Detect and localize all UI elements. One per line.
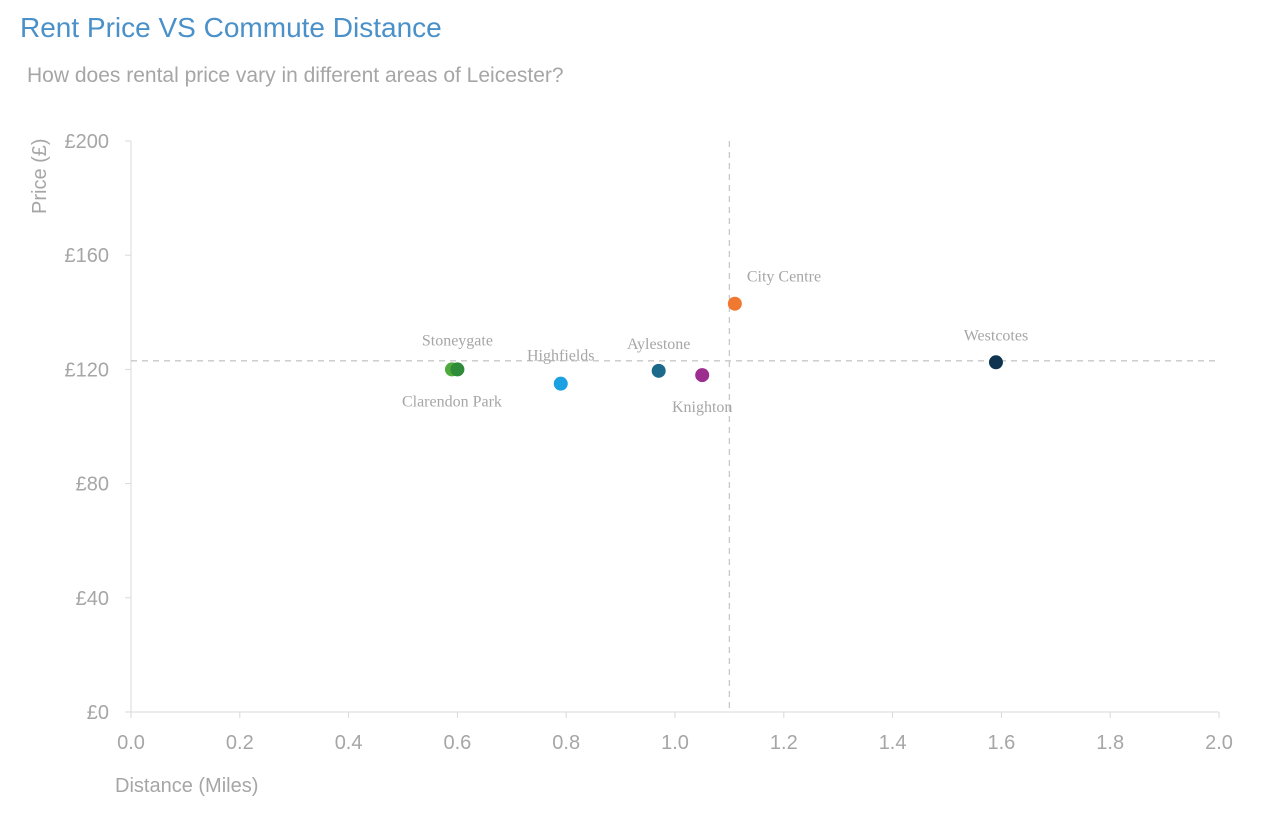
y-tick-label: £200 bbox=[65, 131, 110, 153]
data-point bbox=[553, 376, 568, 391]
chart-subtitle: How does rental price vary in different … bbox=[27, 64, 564, 87]
x-tick-label: 2.0 bbox=[1205, 732, 1233, 754]
y-tick-label: £80 bbox=[76, 474, 109, 496]
x-tick-label: 1.8 bbox=[1096, 732, 1124, 754]
x-tick-label: 0.2 bbox=[226, 732, 254, 754]
data-point bbox=[727, 296, 742, 311]
reference-lines bbox=[131, 141, 1219, 712]
data-label: Aylestone bbox=[627, 336, 690, 353]
data-label: Clarendon Park bbox=[402, 393, 502, 410]
y-tick-label: £120 bbox=[65, 359, 110, 381]
y-tick-label: £0 bbox=[87, 702, 109, 724]
data-point bbox=[450, 362, 465, 377]
x-tick-label: 0.6 bbox=[443, 732, 471, 754]
x-tick-label: 0.8 bbox=[552, 732, 580, 754]
data-label: Highfields bbox=[527, 348, 595, 365]
y-axis-title: Price (£) bbox=[29, 138, 51, 214]
data-label: Westcotes bbox=[964, 327, 1028, 344]
x-tick-label: 0.4 bbox=[335, 732, 363, 754]
axes bbox=[125, 140, 1220, 718]
chart-title: Rent Price VS Commute Distance bbox=[20, 12, 442, 43]
data-point bbox=[988, 355, 1003, 370]
x-tick-label: 1.6 bbox=[987, 732, 1015, 754]
x-axis-title: Distance (Miles) bbox=[115, 775, 258, 797]
data-label: City Centre bbox=[747, 269, 821, 286]
data-label: Stoneygate bbox=[422, 332, 493, 349]
x-tick-label: 0.0 bbox=[117, 732, 145, 754]
x-tick-label: 1.0 bbox=[661, 732, 689, 754]
x-tick-label: 1.4 bbox=[879, 732, 907, 754]
data-point bbox=[695, 368, 710, 383]
y-tick-label: £40 bbox=[76, 588, 109, 610]
data-points bbox=[444, 296, 1003, 391]
data-labels: Stoneygate Clarendon Park Highfields Aylest… bbox=[402, 269, 1028, 416]
data-point bbox=[651, 363, 666, 378]
tick-labels: £0 £40 £80 £120 £160 £200 0.0 0.2 0.4 0.6 0.8 1.0 1.… bbox=[65, 131, 1233, 754]
data-label: Knighton bbox=[672, 399, 732, 416]
x-tick-label: 1.2 bbox=[770, 732, 798, 754]
y-tick-label: £160 bbox=[65, 245, 110, 267]
